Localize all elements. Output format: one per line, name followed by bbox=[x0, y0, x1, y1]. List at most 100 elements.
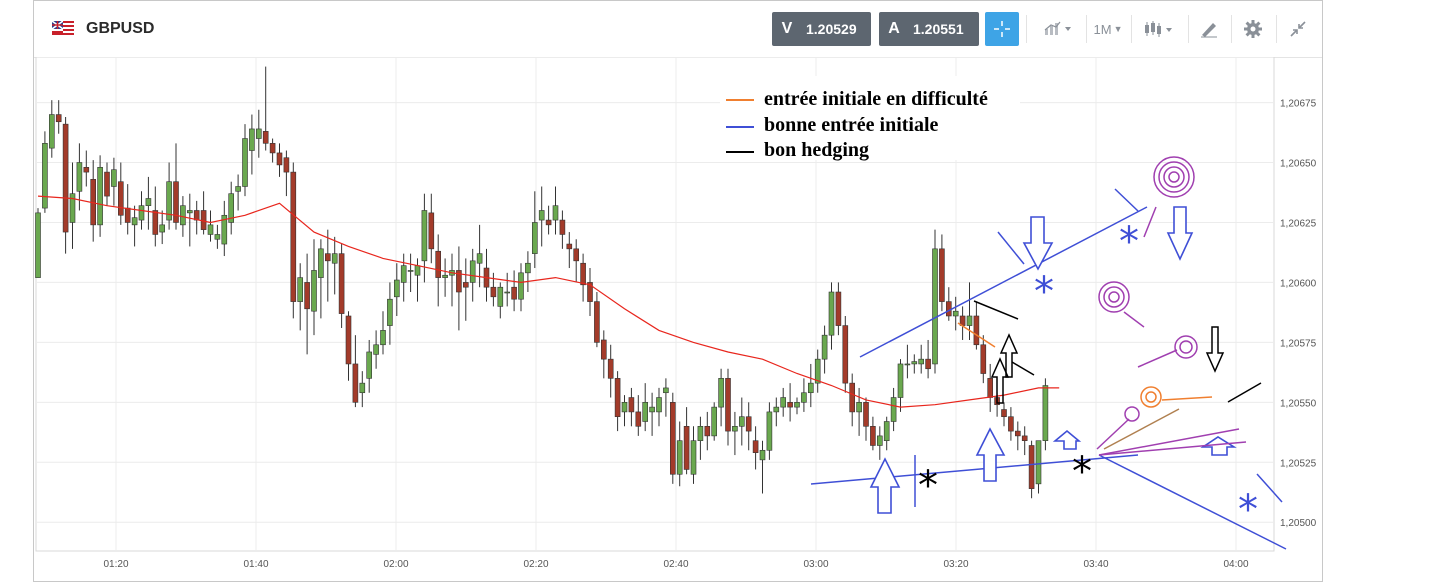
candle bbox=[1035, 440, 1042, 494]
candle bbox=[166, 162, 172, 230]
candle-body bbox=[83, 167, 90, 173]
candle bbox=[304, 253, 310, 355]
candle bbox=[97, 155, 103, 237]
candle bbox=[649, 392, 655, 436]
candle-body bbox=[76, 162, 83, 192]
candle-body bbox=[642, 402, 649, 422]
price-chart[interactable]: 1,20500 1,20525 1,20550 1,20575 1,20600 1,206… bbox=[34, 57, 1322, 581]
candle-body bbox=[318, 248, 324, 278]
candle-body bbox=[607, 358, 614, 379]
candle-body bbox=[462, 282, 469, 288]
candle-body bbox=[932, 248, 938, 365]
candle-body bbox=[897, 363, 904, 398]
candle bbox=[311, 239, 317, 336]
candle bbox=[400, 253, 407, 302]
candle bbox=[718, 368, 724, 427]
candle bbox=[462, 258, 469, 321]
candle-body bbox=[407, 270, 414, 272]
candle-body bbox=[442, 274, 448, 278]
candle-body bbox=[490, 286, 497, 298]
candle-body bbox=[166, 181, 172, 221]
candle-body bbox=[587, 282, 593, 302]
candle-body bbox=[49, 114, 55, 149]
svg-text:*: * bbox=[1072, 449, 1092, 495]
candle-body bbox=[676, 440, 683, 475]
candle-body bbox=[421, 210, 428, 262]
candle bbox=[324, 229, 331, 302]
bid-quote-button[interactable]: V 1.20529 bbox=[772, 12, 871, 46]
candle-body bbox=[62, 123, 69, 233]
candle bbox=[55, 100, 62, 134]
draw-tool-button[interactable] bbox=[1191, 12, 1227, 46]
candle bbox=[359, 371, 366, 408]
candle-body bbox=[794, 402, 800, 408]
brown-line bbox=[1103, 408, 1180, 450]
ask-quote-button[interactable]: A 1.20551 bbox=[879, 12, 979, 46]
candle bbox=[656, 387, 662, 427]
candle-body bbox=[311, 270, 317, 312]
candle-body bbox=[173, 181, 179, 223]
candle bbox=[904, 344, 911, 379]
timeframe-dropdown[interactable]: 1M ▼ bbox=[1093, 21, 1123, 37]
candle bbox=[497, 282, 504, 319]
candle bbox=[35, 208, 41, 278]
candle-body bbox=[373, 344, 379, 355]
candle bbox=[883, 416, 890, 451]
instrument-symbol: GBPUSD bbox=[86, 20, 155, 37]
ask-label: A bbox=[888, 20, 900, 37]
candle-body bbox=[131, 217, 138, 226]
chart-grid: 1,20500 1,20525 1,20550 1,20575 1,20600 1,206… bbox=[35, 57, 1317, 570]
candle bbox=[738, 397, 745, 446]
candle bbox=[552, 186, 559, 235]
draw-icon bbox=[1201, 23, 1217, 38]
candle bbox=[849, 373, 856, 427]
candle bbox=[428, 193, 435, 264]
candle-body bbox=[262, 131, 269, 144]
moving-average-line bbox=[37, 195, 1060, 408]
candle bbox=[207, 210, 214, 242]
candle-body bbox=[856, 402, 862, 413]
candle bbox=[794, 397, 800, 415]
y-tick-label: 1,20675 bbox=[1280, 99, 1317, 110]
crosshair-button[interactable] bbox=[985, 12, 1019, 46]
candle-body bbox=[725, 378, 731, 432]
candle-body bbox=[180, 205, 186, 226]
candle-body bbox=[787, 402, 793, 408]
candle-body bbox=[200, 210, 207, 230]
candle bbox=[387, 282, 393, 345]
svg-text:*: * bbox=[1034, 269, 1054, 315]
candle-body bbox=[345, 315, 352, 365]
candle bbox=[621, 395, 628, 427]
candle bbox=[752, 426, 759, 470]
chart-type-dropdown[interactable] bbox=[1135, 12, 1183, 46]
candle bbox=[504, 272, 511, 307]
candle bbox=[83, 150, 90, 187]
candle-body bbox=[207, 224, 214, 235]
candle-body bbox=[973, 315, 980, 346]
candle-body bbox=[904, 363, 911, 366]
candle bbox=[152, 186, 159, 247]
candle-body bbox=[552, 205, 559, 221]
settings-button[interactable] bbox=[1235, 12, 1271, 46]
candle-body bbox=[1035, 440, 1042, 485]
candle bbox=[111, 157, 117, 206]
candle-body bbox=[1028, 445, 1035, 489]
chart-style-dropdown[interactable] bbox=[1034, 12, 1082, 46]
candle-body bbox=[821, 334, 828, 360]
chart-style-icon bbox=[1044, 21, 1071, 35]
candle-body bbox=[545, 219, 552, 226]
candle-body bbox=[669, 402, 676, 475]
candle-body bbox=[221, 214, 228, 245]
candle bbox=[262, 66, 269, 151]
candle-body bbox=[283, 157, 290, 173]
candle bbox=[242, 124, 248, 197]
candle bbox=[676, 421, 683, 487]
bid-price: 1.20529 bbox=[806, 21, 857, 37]
candle bbox=[801, 378, 807, 412]
x-tick-label: 02:20 bbox=[523, 559, 548, 570]
collapse-button[interactable] bbox=[1280, 12, 1316, 46]
candle bbox=[76, 143, 83, 211]
candle bbox=[118, 162, 124, 225]
candle-body bbox=[600, 339, 607, 360]
candle-body bbox=[807, 382, 814, 394]
